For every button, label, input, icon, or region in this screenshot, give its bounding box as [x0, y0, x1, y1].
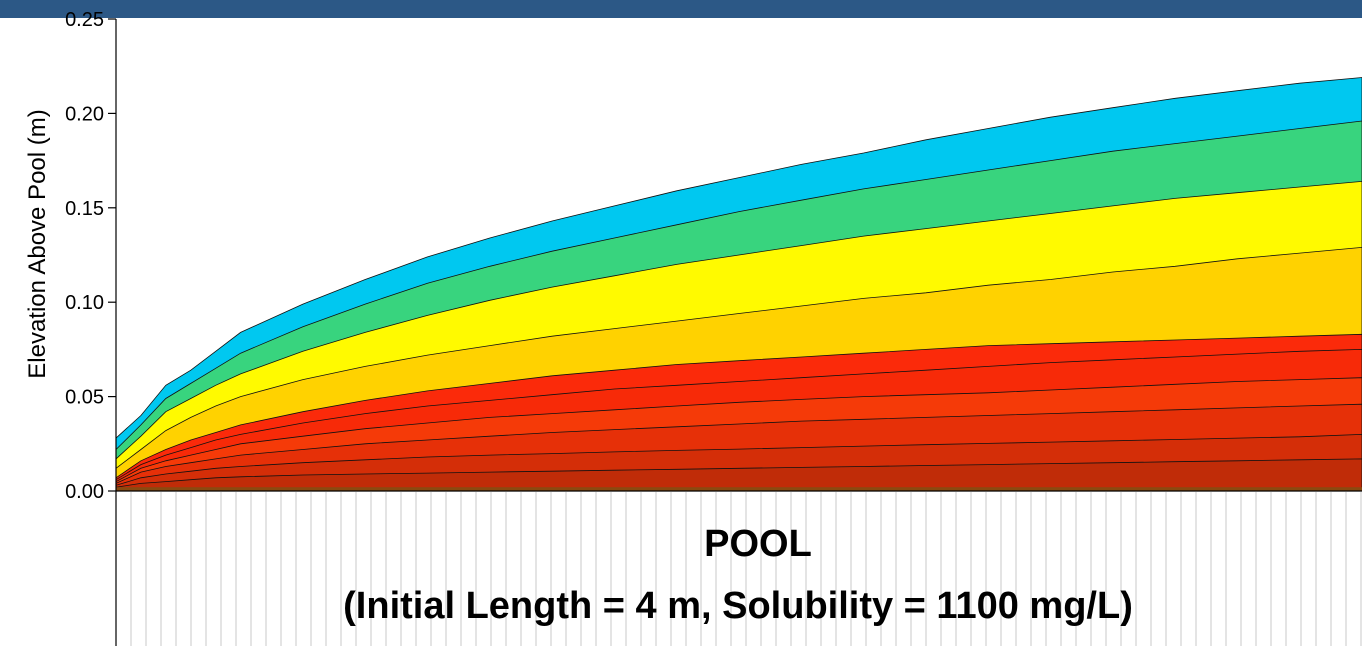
y-tick-label: 0.05	[65, 387, 104, 409]
y-tick-label: 0.20	[65, 103, 104, 125]
y-tick-label: 0.15	[65, 198, 104, 220]
vertical-gridlines	[130, 492, 1362, 646]
y-tick-label: 0.00	[65, 481, 104, 503]
y-axis-label: Elevation Above Pool (m)	[24, 109, 51, 378]
base-layer	[116, 487, 1362, 491]
band-area-1	[115, 458, 1362, 492]
y-tick-labels: 0.00 0.05 0.10 0.15 0.20 0.25	[65, 9, 104, 503]
chart-subtitle: (Initial Length = 4 m, Solubility = 1100…	[343, 585, 1133, 627]
chart-axes	[108, 18, 1362, 646]
y-tick-label: 0.10	[65, 292, 104, 314]
y-tick-label: 0.25	[65, 9, 104, 31]
chart-title: POOL	[704, 523, 812, 565]
header-bar	[0, 0, 1362, 18]
area-bands	[115, 77, 1362, 492]
